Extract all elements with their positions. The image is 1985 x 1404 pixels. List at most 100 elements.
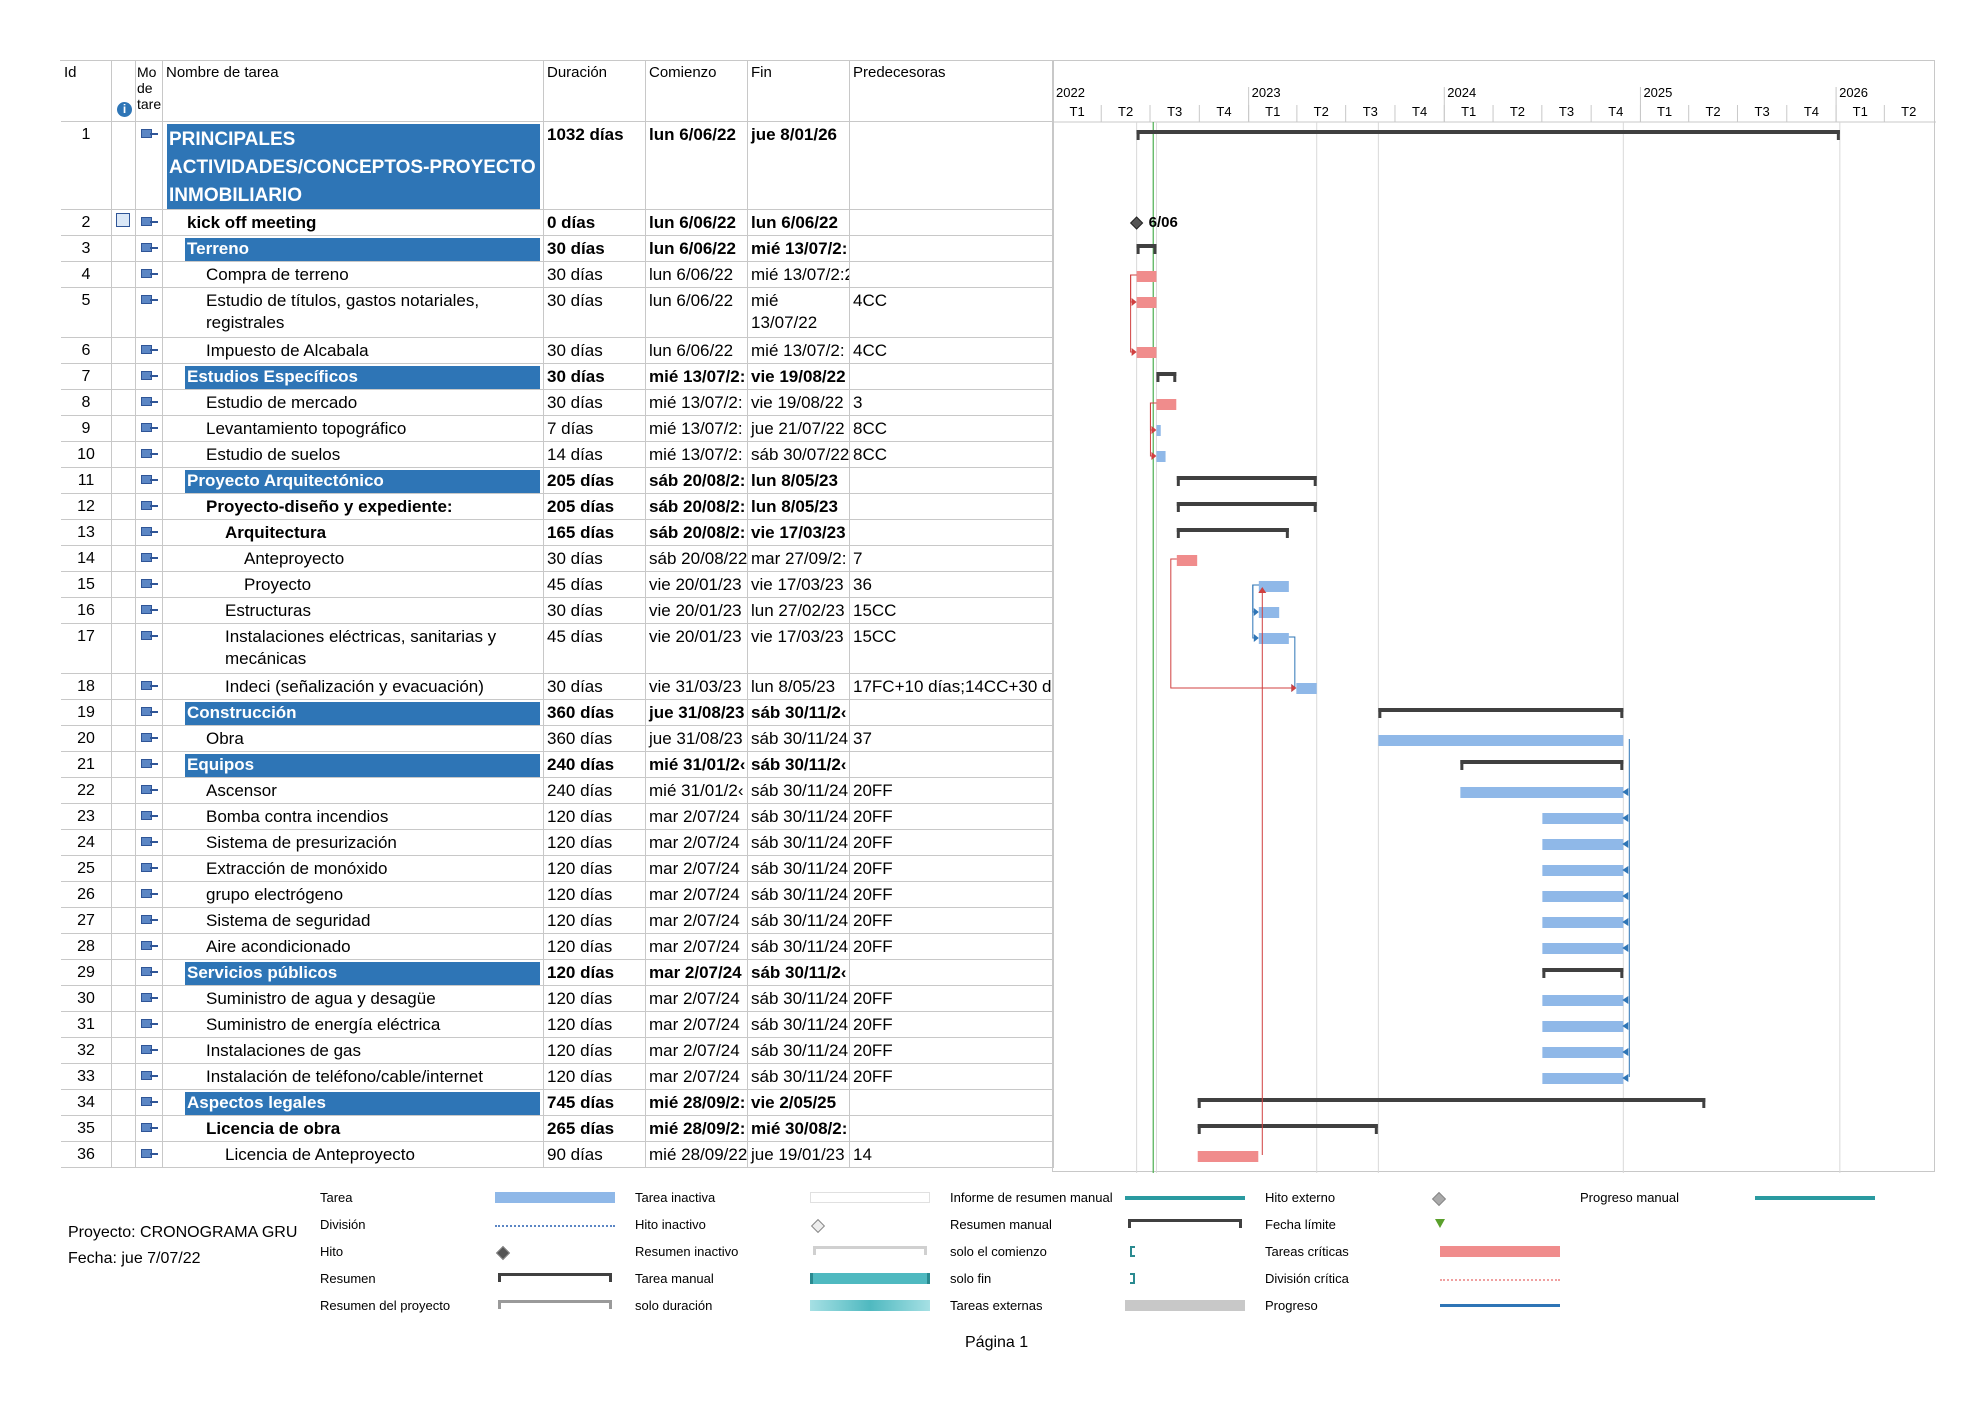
cell-duration[interactable]: 90 días [544,1142,646,1168]
header-duration[interactable]: Duración [544,61,646,122]
header-task-name[interactable]: Nombre de tarea [163,61,544,122]
cell-task-mode[interactable] [136,122,163,210]
cell-task-name[interactable]: Arquitectura [163,520,544,546]
cell-task-mode[interactable] [136,288,163,338]
cell-start[interactable]: mié 13/07/2: [646,364,748,390]
cell-indicators[interactable] [112,1038,136,1064]
cell-predecessors[interactable] [850,494,1054,520]
cell-start[interactable]: mar 2/07/24 [646,960,748,986]
cell-task-mode[interactable] [136,572,163,598]
table-row[interactable]: 27 Sistema de seguridad 120 días mar 2/07/2… [61,908,1054,934]
cell-indicators[interactable] [112,624,136,674]
cell-indicators[interactable] [112,804,136,830]
cell-id[interactable]: 23 [61,804,112,830]
cell-task-name[interactable]: Terreno [163,236,544,262]
cell-predecessors[interactable]: 17FC+10 días;14CC+30 día [850,674,1054,700]
cell-indicators[interactable] [112,598,136,624]
table-row[interactable]: 4 Compra de terreno 30 días lun 6/06/22 mié … [61,262,1054,288]
table-row[interactable]: 36 Licencia de Anteproyecto 90 días mié 28/… [61,1142,1054,1168]
cell-finish[interactable]: vie 19/08/22 [748,390,850,416]
cell-predecessors[interactable] [850,960,1054,986]
cell-start[interactable]: mar 2/07/24 [646,908,748,934]
table-row[interactable]: 19 Construcción 360 días jue 31/08/23 sáb 30… [61,700,1054,726]
cell-finish[interactable]: mié 13/07/2: [748,338,850,364]
cell-task-name[interactable]: Estudios Específicos [163,364,544,390]
cell-indicators[interactable] [112,364,136,390]
cell-indicators[interactable] [112,494,136,520]
cell-indicators[interactable] [112,1090,136,1116]
table-row[interactable]: 9 Levantamiento topográfico 7 días mié 13/0… [61,416,1054,442]
cell-indicators[interactable] [112,934,136,960]
cell-task-name[interactable]: Anteproyecto [163,546,544,572]
cell-duration[interactable]: 120 días [544,804,646,830]
cell-id[interactable]: 10 [61,442,112,468]
cell-finish[interactable]: lun 8/05/23 [748,674,850,700]
cell-task-mode[interactable] [136,726,163,752]
cell-task-mode[interactable] [136,674,163,700]
table-row[interactable]: 17 Instalaciones eléctricas, sanitarias y… [61,624,1054,674]
table-row[interactable]: 18 Indeci (señalización y evacuación) 30 d… [61,674,1054,700]
cell-start[interactable]: mié 31/01/2‹ [646,778,748,804]
cell-task-mode[interactable] [136,364,163,390]
table-row[interactable]: 8 Estudio de mercado 30 días mié 13/07/2: vi… [61,390,1054,416]
cell-task-name[interactable]: Aire acondicionado [163,934,544,960]
cell-finish[interactable]: jue 21/07/22 [748,416,850,442]
cell-finish[interactable]: vie 17/03/23 [748,572,850,598]
cell-finish[interactable]: sáb 30/11/2‹ [748,960,850,986]
cell-predecessors[interactable] [850,1090,1054,1116]
cell-start[interactable]: sáb 20/08/2: [646,468,748,494]
cell-task-name[interactable]: Proyecto Arquitectónico [163,468,544,494]
cell-start[interactable]: lun 6/06/22 [646,122,748,210]
cell-task-name[interactable]: Levantamiento topográfico [163,416,544,442]
cell-indicators[interactable] [112,288,136,338]
cell-task-mode[interactable] [136,986,163,1012]
cell-task-name[interactable]: PRINCIPALES ACTIVIDADES/CONCEPTOS-PROYEC… [163,122,544,210]
cell-task-name[interactable]: Instalación de teléfono/cable/internet [163,1064,544,1090]
cell-task-name[interactable]: Ascensor [163,778,544,804]
cell-indicators[interactable] [112,236,136,262]
cell-id[interactable]: 31 [61,1012,112,1038]
cell-duration[interactable]: 165 días [544,520,646,546]
cell-duration[interactable]: 120 días [544,960,646,986]
cell-id[interactable]: 24 [61,830,112,856]
cell-finish[interactable]: lun 6/06/22 [748,210,850,236]
cell-duration[interactable]: 30 días [544,364,646,390]
table-row[interactable]: 24 Sistema de presurización 120 días mar 2/… [61,830,1054,856]
cell-task-name[interactable]: Suministro de energía eléctrica [163,1012,544,1038]
cell-start[interactable]: lun 6/06/22 [646,262,748,288]
cell-task-name[interactable]: Instalaciones de gas [163,1038,544,1064]
cell-predecessors[interactable]: 8CC [850,416,1054,442]
cell-finish[interactable]: sáb 30/11/24 [748,1038,850,1064]
cell-task-mode[interactable] [136,1064,163,1090]
cell-indicators[interactable] [112,752,136,778]
cell-start[interactable]: lun 6/06/22 [646,210,748,236]
cell-id[interactable]: 25 [61,856,112,882]
cell-start[interactable]: mar 2/07/24 [646,986,748,1012]
cell-indicators[interactable] [112,520,136,546]
cell-finish[interactable]: sáb 30/11/24 [748,778,850,804]
cell-id[interactable]: 36 [61,1142,112,1168]
cell-task-mode[interactable] [136,934,163,960]
cell-start[interactable]: mar 2/07/24 [646,804,748,830]
cell-duration[interactable]: 30 días [544,288,646,338]
cell-task-name[interactable]: grupo electrógeno [163,882,544,908]
cell-start[interactable]: mié 28/09/2: [646,1116,748,1142]
table-row[interactable]: 15 Proyecto 45 días vie 20/01/23 vie 17/03/2… [61,572,1054,598]
table-row[interactable]: 1 PRINCIPALES ACTIVIDADES/CONCEPTOS-PROYE… [61,122,1054,210]
cell-task-name[interactable]: Indeci (señalización y evacuación) [163,674,544,700]
cell-id[interactable]: 3 [61,236,112,262]
cell-duration[interactable]: 120 días [544,908,646,934]
cell-predecessors[interactable]: 20FF [850,1064,1054,1090]
cell-task-name[interactable]: Servicios públicos [163,960,544,986]
cell-duration[interactable]: 30 días [544,236,646,262]
cell-duration[interactable]: 30 días [544,338,646,364]
cell-id[interactable]: 29 [61,960,112,986]
cell-finish[interactable]: sáb 30/11/24 [748,882,850,908]
table-row[interactable]: 29 Servicios públicos 120 días mar 2/07/24 s… [61,960,1054,986]
cell-task-mode[interactable] [136,1116,163,1142]
cell-task-name[interactable]: Bomba contra incendios [163,804,544,830]
table-row[interactable]: 34 Aspectos legales 745 días mié 28/09/2: vi… [61,1090,1054,1116]
cell-task-mode[interactable] [136,908,163,934]
cell-task-mode[interactable] [136,520,163,546]
cell-finish[interactable]: sáb 30/11/24 [748,804,850,830]
